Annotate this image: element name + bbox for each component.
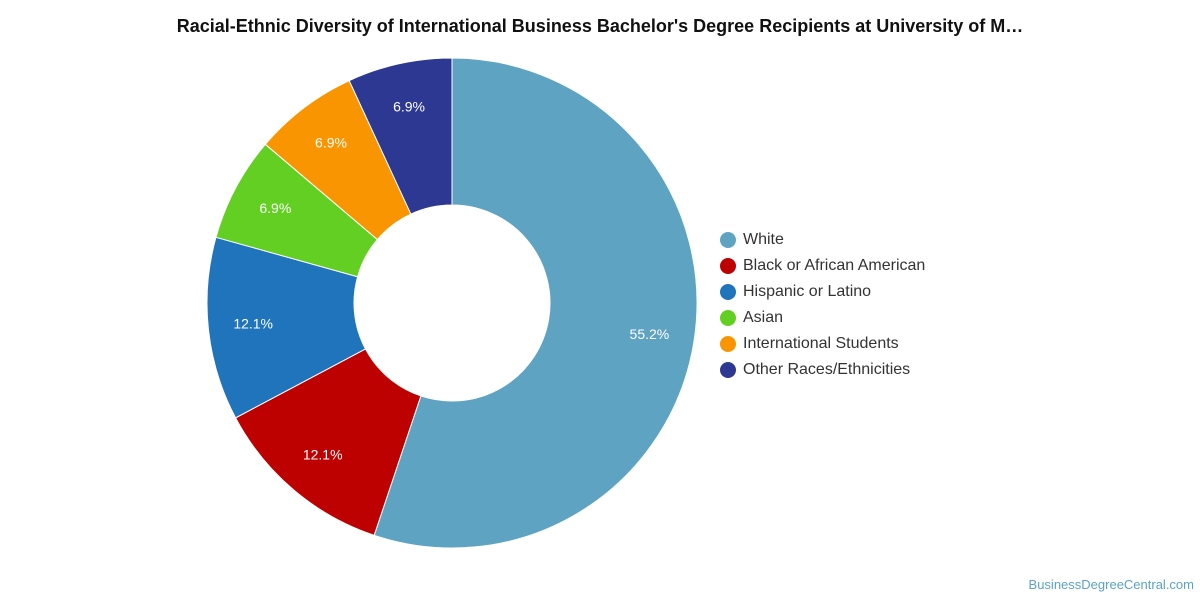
legend-marker — [720, 258, 736, 274]
slice-label-hispanic-or-latino: 12.1% — [233, 315, 273, 331]
legend-label: White — [743, 231, 784, 248]
slice-label-white: 55.2% — [630, 326, 670, 342]
slice-hispanic-or-latino[interactable] — [206, 236, 367, 419]
legend-item-asian[interactable]: Asian — [720, 305, 925, 331]
legend: White Black or African American Hispanic… — [720, 227, 925, 383]
legend-label: Asian — [743, 309, 784, 326]
legend-item-black-or-african-american[interactable]: Black or African American — [720, 253, 925, 279]
legend-item-hispanic-or-latino[interactable]: Hispanic or Latino — [720, 279, 925, 305]
legend-label: Other Races/Ethnicities — [743, 361, 911, 378]
slice-black-or-african-american[interactable] — [234, 348, 422, 536]
legend-marker — [720, 310, 736, 326]
legend-item-other-races-ethnicities[interactable]: Other Races/Ethnicities — [720, 357, 925, 383]
slice-label-asian: 6.9% — [259, 200, 291, 216]
source-watermark[interactable]: BusinessDegreeCentral.com — [1028, 577, 1194, 592]
legend-item-international-students[interactable]: International Students — [720, 331, 925, 357]
legend-marker — [720, 232, 736, 248]
slice-white[interactable] — [373, 57, 698, 549]
slice-label-black-or-african-american: 12.1% — [303, 446, 343, 462]
legend-marker — [720, 284, 736, 300]
slice-other-races-ethnicities[interactable] — [348, 57, 453, 215]
slice-label-other-races-ethnicities: 6.9% — [393, 98, 425, 114]
legend-item-white[interactable]: White — [720, 227, 925, 253]
legend-label: International Students — [743, 335, 899, 352]
legend-marker — [720, 336, 736, 352]
legend-label: Black or African American — [743, 257, 926, 274]
legend-label: Hispanic or Latino — [743, 283, 872, 300]
chart-title: Racial-Ethnic Diversity of International… — [176, 16, 1024, 36]
legend-marker — [720, 362, 736, 378]
slice-label-international-students: 6.9% — [315, 134, 347, 150]
